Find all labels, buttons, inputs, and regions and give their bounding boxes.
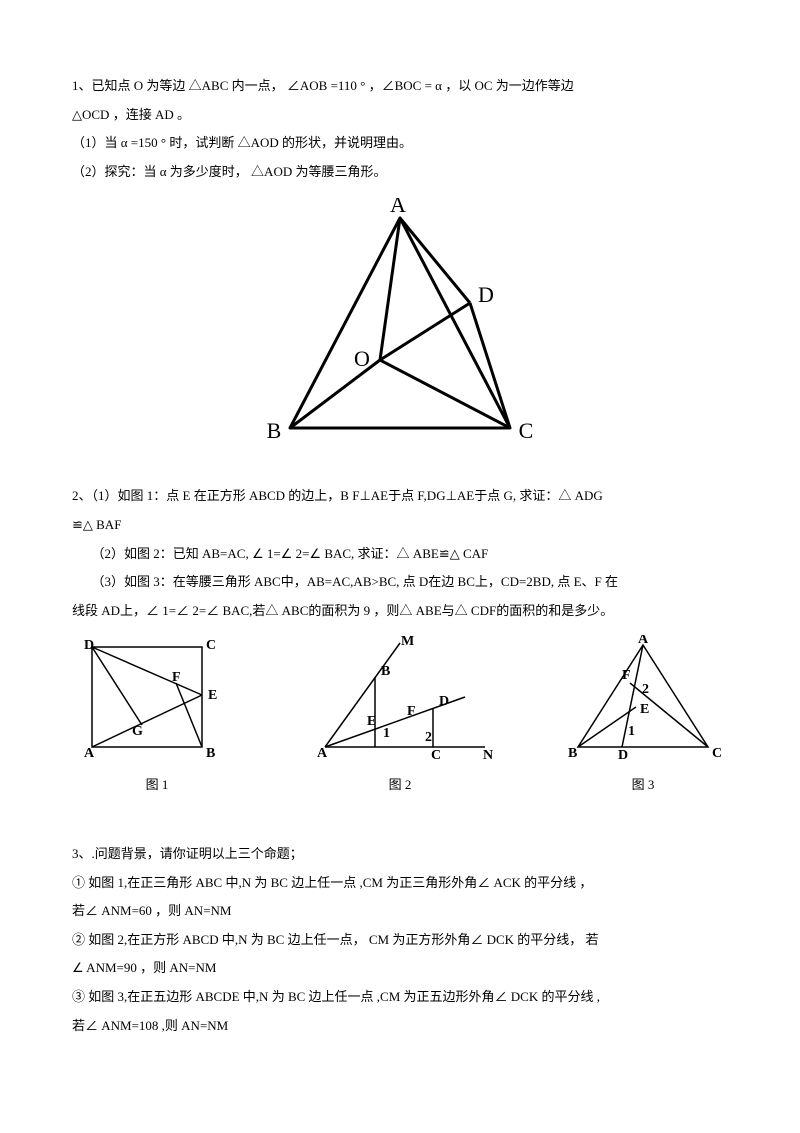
q1-line3: （1）当 α =150 ° 时，试判断 △AOD 的形状，并说明理由。 bbox=[72, 129, 728, 158]
figure-3: A B C D F E 2 1 图 3 bbox=[558, 635, 728, 800]
svg-text:E: E bbox=[208, 688, 217, 703]
q2-line4: （3）如图 3：在等腰三角形 ABC中，AB=AC,AB>BC, 点 D在边 B… bbox=[72, 568, 728, 597]
q3-line3: 若∠ ANM=60 ，则 AN=NM bbox=[72, 897, 728, 926]
svg-text:E: E bbox=[367, 714, 376, 729]
svg-text:C: C bbox=[431, 748, 441, 763]
svg-text:N: N bbox=[483, 748, 493, 763]
figure-2: A M B E 1 F D 2 C N 图 2 bbox=[305, 635, 495, 800]
svg-text:M: M bbox=[401, 635, 414, 649]
q2-line2: ≌△ BAF bbox=[72, 511, 728, 540]
svg-text:1: 1 bbox=[383, 726, 390, 741]
q1-line1: 1、已知点 O 为等边 △ABC 内一点， ∠AOB =110 ° ，∠BOC … bbox=[72, 72, 728, 101]
svg-text:B: B bbox=[568, 746, 577, 761]
caption-1: 图 1 bbox=[146, 771, 169, 800]
q3-line6: ③ 如图 3,在正五边形 ABCDE 中,N 为 BC 边上任一点 ,CM 为正… bbox=[72, 983, 728, 1012]
figure-main: A B C D O bbox=[72, 198, 728, 458]
svg-text:A: A bbox=[317, 746, 328, 761]
svg-text:E: E bbox=[640, 702, 649, 717]
label-D: D bbox=[478, 282, 494, 307]
figure-1: D C A B E F G 图 1 bbox=[72, 635, 242, 800]
svg-text:F: F bbox=[172, 670, 181, 685]
svg-text:A: A bbox=[84, 746, 95, 761]
label-A: A bbox=[390, 198, 406, 217]
q2-line3: （2）如图 2：已知 AB=AC, ∠ 1=∠ 2=∠ BAC, 求证：△ AB… bbox=[72, 540, 728, 569]
label-C: C bbox=[519, 418, 534, 443]
figure-row: D C A B E F G 图 1 A M B E 1 F D 2 bbox=[72, 635, 728, 800]
svg-text:C: C bbox=[206, 638, 216, 653]
q3-line4: ② 如图 2,在正方形 ABCD 中,N 为 BC 边上任一点， CM 为正方形… bbox=[72, 926, 728, 955]
svg-text:G: G bbox=[132, 724, 143, 739]
q3-line7: 若∠ ANM=108 ,则 AN=NM bbox=[72, 1012, 728, 1041]
svg-text:F: F bbox=[407, 704, 416, 719]
q1-line4: （2）探究：当 α 为多少度时， △AOD 为等腰三角形。 bbox=[72, 158, 728, 187]
svg-text:D: D bbox=[84, 638, 94, 653]
caption-3: 图 3 bbox=[632, 771, 655, 800]
label-O: O bbox=[354, 346, 370, 371]
svg-text:D: D bbox=[618, 748, 628, 763]
svg-text:D: D bbox=[439, 694, 449, 709]
svg-text:F: F bbox=[622, 668, 631, 683]
svg-text:B: B bbox=[206, 746, 215, 761]
q2-line5: 线段 AD上，∠ 1=∠ 2=∠ BAC,若△ ABC的面积为 9 ，则△ AB… bbox=[72, 597, 728, 626]
svg-text:1: 1 bbox=[628, 724, 635, 739]
q3-line2: ① 如图 1,在正三角形 ABC 中,N 为 BC 边上任一点 ,CM 为正三角… bbox=[72, 869, 728, 898]
q3-line1: 3、.问题背景，请你证明以上三个命题； bbox=[72, 840, 728, 869]
q1-line2: △OCD ，连接 AD 。 bbox=[72, 101, 728, 130]
svg-text:C: C bbox=[712, 746, 722, 761]
caption-2: 图 2 bbox=[389, 771, 412, 800]
q3-line5: ∠ ANM=90 ，则 AN=NM bbox=[72, 954, 728, 983]
label-B: B bbox=[267, 418, 282, 443]
svg-text:2: 2 bbox=[425, 730, 432, 745]
svg-text:2: 2 bbox=[642, 682, 649, 697]
q2-line1: 2、（1）如图 1：点 E 在正方形 ABCD 的边上，B F⊥AE于点 F,D… bbox=[72, 482, 728, 511]
svg-text:A: A bbox=[638, 635, 649, 647]
svg-text:B: B bbox=[381, 664, 390, 679]
